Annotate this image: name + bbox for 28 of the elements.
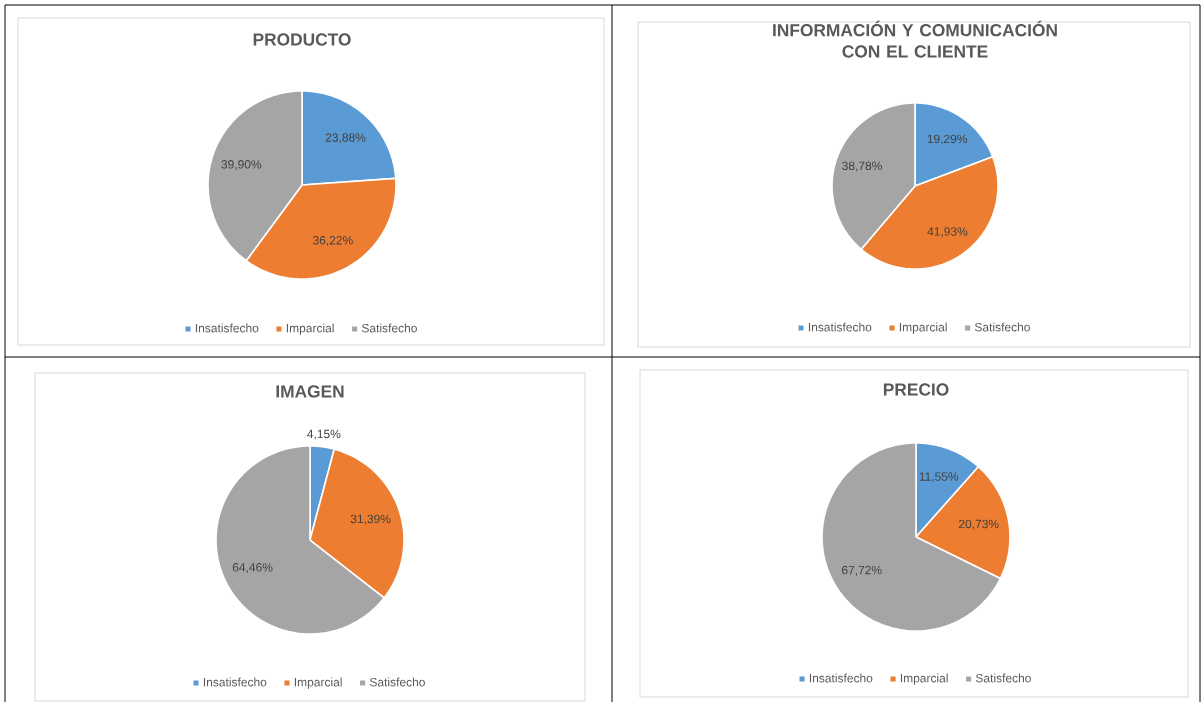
legend-label: Insatisfecho — [809, 673, 873, 683]
data-label: 23,88% — [325, 133, 366, 144]
legend-label: Imparcial — [294, 677, 342, 690]
data-label: 67,72% — [842, 566, 882, 576]
chart-title: PRECIO — [883, 383, 949, 396]
chart-title: PRODUCTO — [253, 33, 351, 46]
data-label: 20,73% — [958, 519, 999, 530]
legend-label: Insatisfecho — [195, 323, 259, 333]
legend-label: Imparcial — [286, 323, 334, 336]
legend-label: Insatisfecho — [808, 322, 872, 332]
chart-title: INFORMACIÓN Y COMUNICACIÓN CON EL CLIENTE — [773, 21, 1057, 58]
legend-label: Imparcial — [899, 322, 947, 335]
data-label: 19,29% — [927, 134, 968, 145]
legend-label: Satisfecho — [369, 677, 425, 687]
data-label: 39,90% — [221, 160, 262, 171]
data-label: 36,22% — [312, 236, 353, 247]
data-label: 31,39% — [350, 514, 391, 525]
legend-label: Satisfecho — [361, 323, 417, 333]
data-label: 64,46% — [232, 563, 273, 574]
data-label: 4,15% — [307, 430, 341, 440]
data-label: 41,93% — [927, 227, 968, 238]
legend-label: Imparcial — [900, 673, 948, 686]
legend-label: Satisfecho — [975, 673, 1031, 683]
legend-label: Satisfecho — [974, 322, 1030, 332]
data-label: 38,78% — [842, 161, 882, 172]
data-label: 11,55% — [919, 472, 959, 483]
chart-title: IMAGEN — [276, 385, 344, 398]
legend-label: Insatisfecho — [203, 677, 267, 687]
